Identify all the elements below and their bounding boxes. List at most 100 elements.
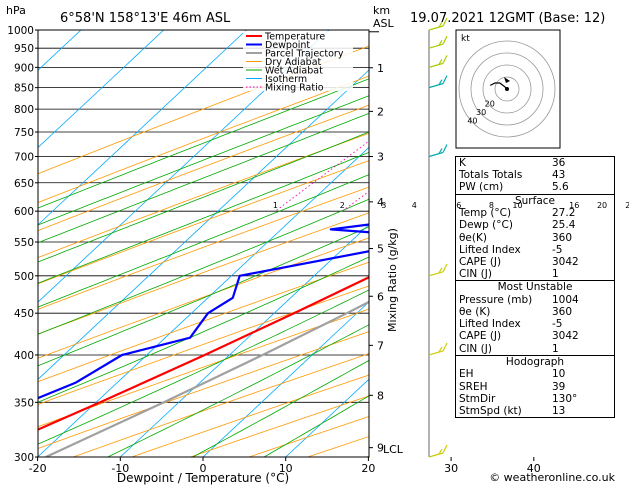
storm-motion-marker (504, 77, 510, 83)
hodograph-title: Hodograph (505, 355, 565, 368)
hodograph-ring-label: 30 (476, 108, 486, 117)
pressure-tick-label: 750 (14, 127, 34, 139)
most-unstable-index-label: θe (K) (459, 306, 491, 319)
height-tick-label: 2 (377, 105, 384, 118)
temperature-tick-label: 30 (444, 462, 458, 475)
surface-index-value: 3042 (552, 255, 579, 268)
surface-index-label: CAPE (J) (459, 255, 502, 268)
basic-index-value: 5.6 (552, 181, 569, 194)
isotherm-line (38, 146, 369, 457)
wind-barb (428, 263, 448, 277)
pressure-tick-label: 650 (14, 178, 34, 190)
mixing-ratio-label: 10 (512, 201, 522, 210)
basic-index-value: 43 (552, 169, 566, 182)
most-unstable-index-row: CIN (J) 1 (456, 343, 614, 355)
basic-index-row: PW (cm) 5.6 (456, 181, 614, 193)
parcel-trajectory-line (45, 300, 369, 457)
surface-index-label: Temp (°C) (459, 207, 512, 220)
mixing-ratio-label: 20 (597, 201, 607, 210)
hodograph-index-row: SREH 39 (456, 381, 614, 393)
pressure-tick-label: 1000 (7, 25, 34, 37)
pressure-tick-label: 800 (14, 104, 34, 116)
isotherm-line (285, 378, 369, 457)
temperature-tick-label: 10 (279, 462, 293, 475)
wind-barb (428, 35, 448, 49)
pressure-tick-label: 950 (14, 43, 34, 55)
hodograph-index-label: StmSpd (kt) (459, 404, 522, 417)
wet-adiabat-line (38, 78, 369, 209)
pressure-tick-label: 700 (14, 151, 34, 163)
hodograph-ring-label: 20 (485, 99, 495, 108)
wind-barb (428, 342, 448, 356)
x-axis-label: Dewpoint / Temperature (°C) (117, 471, 289, 485)
surface-index-label: Dewp (°C) (459, 219, 513, 232)
legend-entry: Dewpoint (265, 40, 310, 51)
height-tick-label: 3 (377, 150, 384, 163)
surface-index-label: θe(K) (459, 231, 487, 244)
height-tick-label: 5 (377, 243, 384, 256)
hodograph-index-row: StmSpd (kt) 13 (456, 405, 614, 417)
pressure-tick-label: 400 (14, 350, 34, 362)
dry-adiabat-line (38, 308, 369, 428)
temperature-tick-label: -10 (111, 462, 129, 475)
legend-entry: Temperature (264, 32, 325, 43)
basic-index-value: 36 (552, 157, 566, 169)
surface-index-value: -5 (552, 243, 563, 256)
dry-adiabat-line (38, 261, 369, 383)
pressure-tick-label: 300 (14, 452, 34, 464)
dry-adiabat-line (38, 104, 369, 231)
wet-adiabat-line (38, 131, 369, 263)
height-tick-label: 9 (377, 442, 384, 455)
mixing-ratio-label: 16 (569, 201, 579, 210)
pressure-tick-label: 600 (14, 206, 34, 218)
most-unstable-index-row: CAPE (J) 3042 (456, 330, 614, 342)
asl-unit-label: ASL (373, 17, 395, 30)
surface-index-value: 25.4 (552, 219, 576, 232)
dry-adiabat-line (38, 331, 369, 449)
isotherm-line (38, 30, 247, 226)
pressure-tick-label: 450 (14, 308, 34, 320)
surface-index-row: Lifted Index -5 (456, 244, 614, 256)
most-unstable-box: Most Unstable Pressure (mb) 1004 θe (K) 360… (455, 281, 615, 356)
hodograph-index-value: 13 (552, 404, 566, 417)
hodograph-ring-label: 40 (467, 117, 477, 126)
hodograph-index-label: SREH (459, 380, 488, 393)
hodograph-unit-label: kt (461, 34, 470, 44)
wet-adiabat-line (38, 151, 369, 284)
basic-index-row: Totals Totals 43 (456, 169, 614, 181)
wet-adiabat-line (107, 324, 369, 457)
dry-adiabat-line (38, 285, 369, 405)
most-unstable-index-value: -5 (552, 318, 563, 331)
mixing-ratio-label: 6 (456, 201, 461, 210)
wind-barb (428, 75, 448, 89)
surface-index-value: 360 (552, 231, 573, 244)
most-unstable-index-label: Pressure (mb) (459, 293, 533, 306)
wet-adiabat-line (38, 174, 369, 308)
surface-index-value: 1 (552, 268, 559, 281)
basic-index-label: Totals Totals (459, 169, 523, 182)
hodograph-ring (470, 52, 544, 126)
surface-index-row: CAPE (J) 3042 (456, 256, 614, 268)
isotherm-line (617, 30, 629, 457)
hodograph-ring (458, 40, 556, 138)
most-unstable-index-row: θe (K) 360 (456, 306, 614, 318)
dry-adiabat-line (38, 75, 369, 204)
temperature-tick-label: 20 (361, 462, 375, 475)
temperature-line (38, 276, 369, 431)
height-tick-label: 4 (377, 196, 384, 209)
wind-barb (428, 444, 448, 458)
km-unit-label: km (373, 4, 390, 17)
hodograph-index-label: StmDir (459, 392, 496, 405)
wind-barbs (428, 17, 448, 458)
wind-barb (428, 144, 448, 158)
dry-adiabat-line (38, 160, 369, 285)
isotherm-line (38, 30, 330, 303)
pressure-tick-label: 350 (14, 397, 34, 409)
surface-index-label: CIN (J) (459, 268, 492, 281)
most-unstable-index-value: 1 (552, 342, 559, 355)
surface-index-row: Temp (°C) 27.2 (456, 207, 614, 219)
height-tick-label: 8 (377, 389, 384, 402)
legend-entry: Wet Adiabat (265, 66, 323, 77)
hodograph-index-value: 10 (552, 368, 566, 381)
surface-index-row: CIN (J) 1 (456, 268, 614, 280)
